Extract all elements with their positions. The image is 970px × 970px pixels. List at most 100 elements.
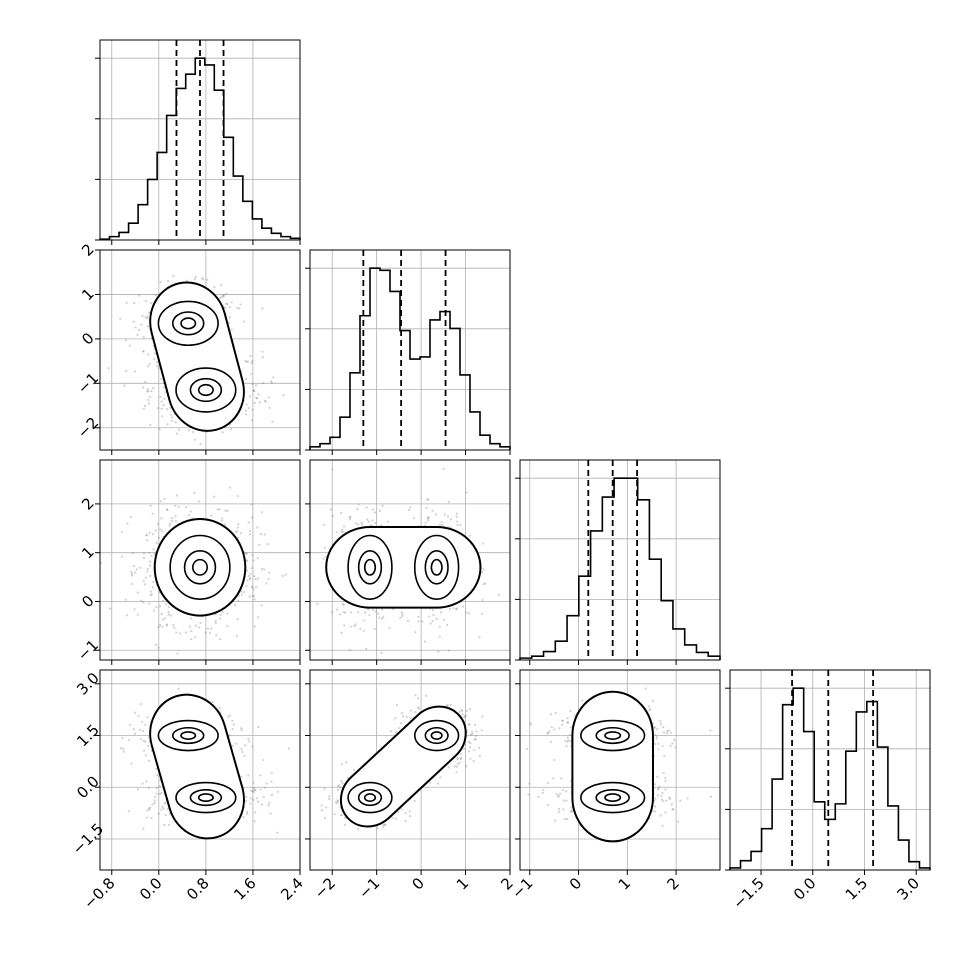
sample-point xyxy=(220,519,224,522)
sample-point xyxy=(166,423,169,426)
scatter-3-1 xyxy=(320,694,484,831)
sample-point xyxy=(246,559,249,562)
sample-point xyxy=(159,395,162,399)
sample-point xyxy=(244,359,247,362)
sample-point xyxy=(245,795,248,798)
sample-point xyxy=(208,631,212,634)
sample-point xyxy=(376,826,379,830)
sample-point xyxy=(357,828,360,831)
sample-point xyxy=(459,752,462,756)
sample-point xyxy=(173,626,176,630)
sample-point xyxy=(342,525,346,528)
sample-point xyxy=(236,494,239,498)
sample-point xyxy=(471,730,474,733)
sample-point xyxy=(365,506,368,509)
sample-point xyxy=(228,714,231,717)
sample-point xyxy=(434,513,438,516)
sample-point xyxy=(226,509,229,512)
sample-point xyxy=(441,523,444,526)
scatter-2-0 xyxy=(100,486,287,655)
sample-point xyxy=(247,737,250,741)
sample-point xyxy=(224,292,227,296)
sample-point xyxy=(262,758,265,762)
sample-point xyxy=(324,806,328,809)
sample-point xyxy=(147,807,151,810)
sample-point xyxy=(247,574,251,578)
sample-point xyxy=(343,611,347,614)
sample-point xyxy=(128,723,132,726)
sample-point xyxy=(397,810,400,814)
sample-point xyxy=(245,584,248,588)
sample-point xyxy=(528,721,532,725)
sample-point xyxy=(250,372,253,375)
sample-point xyxy=(216,508,219,511)
sample-point xyxy=(190,629,193,633)
sample-point xyxy=(158,427,161,431)
sample-point xyxy=(142,749,146,752)
sample-point xyxy=(404,811,407,815)
sample-point xyxy=(253,575,256,578)
scatter-1-0 xyxy=(107,275,285,445)
sample-point xyxy=(161,618,164,621)
sample-point xyxy=(465,765,468,768)
sample-point xyxy=(409,716,412,719)
sample-point xyxy=(497,593,501,596)
sample-point xyxy=(228,734,231,737)
sample-point xyxy=(416,706,420,709)
x-tick-label: −1 xyxy=(355,874,383,902)
sample-point xyxy=(218,617,222,620)
sample-point xyxy=(436,782,440,785)
sample-point xyxy=(221,431,224,434)
sample-point xyxy=(252,559,255,562)
sample-point xyxy=(243,754,246,758)
sample-point xyxy=(654,783,657,786)
sample-point xyxy=(151,512,154,515)
sample-point xyxy=(394,717,397,720)
sample-point xyxy=(169,614,172,617)
x-tick-label: 1.6 xyxy=(230,874,260,904)
sample-point xyxy=(176,652,179,655)
x-tick-label: 2.4 xyxy=(277,874,307,904)
sample-point xyxy=(484,582,487,585)
sample-point xyxy=(468,740,471,744)
sample-point xyxy=(562,799,566,802)
sample-point xyxy=(408,506,412,509)
panel-frame xyxy=(309,459,511,661)
sample-point xyxy=(251,586,254,589)
sample-point xyxy=(128,344,131,347)
sample-point xyxy=(384,823,387,826)
sample-point xyxy=(367,520,370,523)
panel-frame xyxy=(99,249,301,451)
sample-point xyxy=(159,500,162,503)
sample-point xyxy=(144,380,147,383)
sample-point xyxy=(160,808,163,811)
sample-point xyxy=(438,523,442,526)
sample-point xyxy=(147,744,150,747)
sample-point xyxy=(251,595,254,598)
sample-point xyxy=(475,730,478,733)
sample-point xyxy=(248,395,252,398)
sample-point xyxy=(253,389,256,393)
sample-point xyxy=(566,736,569,739)
sample-point xyxy=(262,796,265,799)
sample-point xyxy=(388,627,391,630)
sample-point xyxy=(131,582,134,585)
sample-point xyxy=(341,782,344,785)
sample-point xyxy=(348,518,351,521)
sample-point xyxy=(426,498,429,501)
sample-point xyxy=(249,354,252,358)
sample-point xyxy=(537,795,540,798)
sample-point xyxy=(172,624,175,627)
sample-point xyxy=(157,812,160,815)
contour-level-1 xyxy=(347,781,393,814)
sample-point xyxy=(244,744,247,747)
y-tick-label: 3.0 xyxy=(73,669,103,699)
sample-point xyxy=(162,807,165,810)
sample-point xyxy=(154,529,157,532)
sample-point xyxy=(147,398,150,402)
sample-point xyxy=(246,812,249,815)
sample-point xyxy=(252,781,255,784)
sample-point xyxy=(251,585,254,588)
